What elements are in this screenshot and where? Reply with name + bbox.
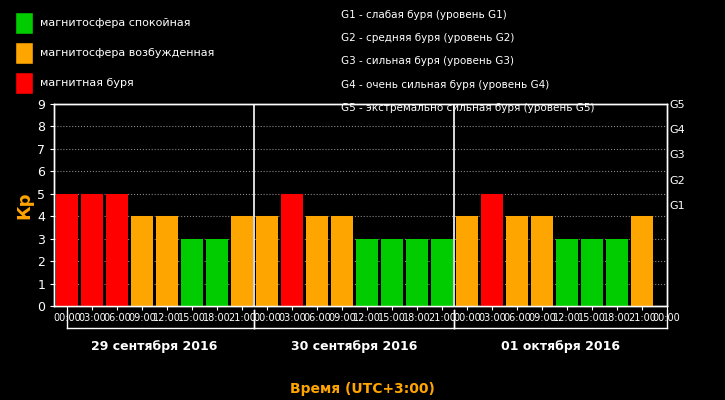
Text: 30 сентября 2016: 30 сентября 2016 bbox=[291, 340, 418, 353]
Text: G5 - экстремально сильная буря (уровень G5): G5 - экстремально сильная буря (уровень … bbox=[341, 103, 594, 113]
Bar bbox=[257, 216, 278, 306]
Bar bbox=[406, 239, 428, 306]
Bar bbox=[281, 194, 302, 306]
Bar bbox=[506, 216, 528, 306]
Bar bbox=[131, 216, 152, 306]
Text: Время (UTC+3:00): Время (UTC+3:00) bbox=[290, 382, 435, 396]
Bar bbox=[356, 239, 378, 306]
Bar bbox=[556, 239, 578, 306]
Text: G2 - средняя буря (уровень G2): G2 - средняя буря (уровень G2) bbox=[341, 33, 514, 43]
Text: G3 - сильная буря (уровень G3): G3 - сильная буря (уровень G3) bbox=[341, 56, 514, 66]
Bar bbox=[107, 194, 128, 306]
Bar bbox=[231, 216, 252, 306]
Text: 01 октября 2016: 01 октября 2016 bbox=[501, 340, 620, 353]
Bar bbox=[331, 216, 352, 306]
Text: магнитосфера возбужденная: магнитосфера возбужденная bbox=[40, 48, 215, 58]
Y-axis label: Кр: Кр bbox=[15, 191, 33, 219]
Bar bbox=[431, 239, 452, 306]
Bar bbox=[207, 239, 228, 306]
Bar bbox=[306, 216, 328, 306]
Bar bbox=[57, 194, 78, 306]
Bar bbox=[531, 216, 552, 306]
Bar bbox=[631, 216, 652, 306]
Bar bbox=[381, 239, 402, 306]
Bar bbox=[481, 194, 502, 306]
Bar bbox=[606, 239, 628, 306]
Text: 29 сентября 2016: 29 сентября 2016 bbox=[91, 340, 218, 353]
Text: G4 - очень сильная буря (уровень G4): G4 - очень сильная буря (уровень G4) bbox=[341, 80, 549, 90]
Text: G1 - слабая буря (уровень G1): G1 - слабая буря (уровень G1) bbox=[341, 10, 507, 20]
Bar bbox=[157, 216, 178, 306]
Bar bbox=[181, 239, 202, 306]
Bar bbox=[581, 239, 602, 306]
Text: магнитосфера спокойная: магнитосфера спокойная bbox=[40, 18, 191, 28]
Bar bbox=[456, 216, 478, 306]
Bar bbox=[81, 194, 102, 306]
Text: магнитная буря: магнитная буря bbox=[40, 78, 133, 88]
